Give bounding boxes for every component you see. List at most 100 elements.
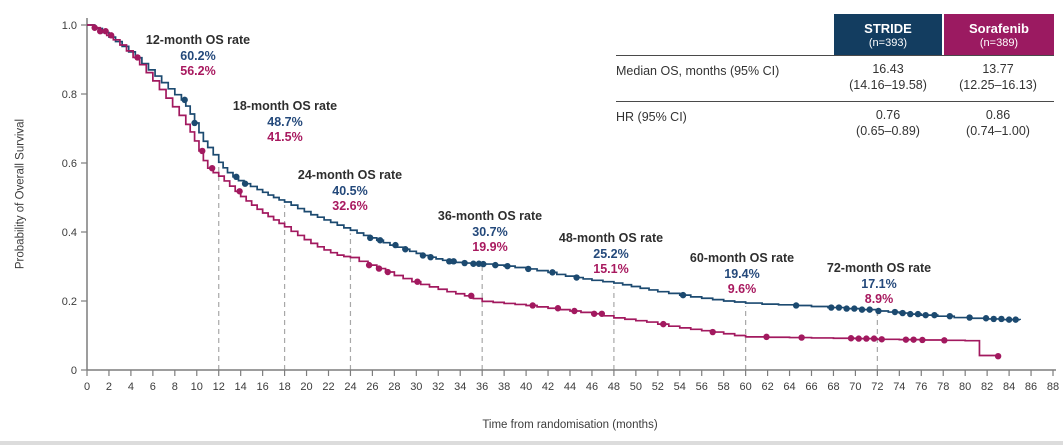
bottom-divider [0, 441, 1063, 445]
censor-mark-sorafenib [847, 335, 855, 342]
x-tick-label: 4 [128, 381, 134, 393]
censor-mark-sorafenib [941, 337, 948, 344]
x-tick-label: 0 [84, 381, 90, 393]
censor-mark-sorafenib [910, 336, 917, 343]
table-header-spacer [616, 14, 834, 55]
table-header-row: STRIDE (n=393) Sorafenib (n=389) [616, 14, 1054, 55]
annotation-sorafenib-value: 56.2% [180, 64, 216, 78]
censor-mark-sorafenib [798, 334, 805, 341]
censor-mark-stride [1005, 316, 1013, 323]
survival-curve-stride [87, 24, 1021, 321]
censor-mark-stride [835, 304, 843, 311]
os-rate-annotation-48m: 48-month OS rate 25.2% 15.1% [559, 231, 663, 278]
x-tick-label: 46 [586, 381, 598, 393]
censor-mark-stride [492, 261, 499, 269]
column-n: (n=393) [868, 37, 908, 49]
annotation-title: 60-month OS rate [689, 251, 795, 265]
censor-mark-sorafenib [414, 278, 421, 285]
annotation-stride-value: 40.5% [332, 183, 368, 198]
x-tick-label: 44 [564, 381, 576, 393]
x-tick-label: 32 [432, 381, 444, 393]
table-header-sorafenib: Sorafenib (n=389) [942, 14, 1054, 55]
censor-mark-stride [181, 96, 188, 104]
censor-mark-sorafenib [468, 292, 475, 300]
annotation-sorafenib-value: 32.6% [332, 199, 368, 213]
annotation-stride-value: 19.4% [724, 266, 760, 281]
censor-mark-sorafenib [902, 336, 910, 343]
annotation-sorafenib-value: 41.5% [267, 130, 303, 144]
x-tick-label: 64 [783, 381, 795, 393]
annotation-sorafenib-value: 19.9% [472, 240, 508, 254]
censor-mark-stride [450, 258, 457, 265]
x-tick-label: 18 [278, 381, 290, 393]
x-tick-label: 58 [718, 381, 730, 393]
censor-mark-sorafenib [91, 24, 98, 31]
os-rate-annotation-24m: 24-month OS rate 40.5% 32.6% [298, 168, 402, 215]
x-tick-label: 8 [172, 381, 178, 393]
x-tick-label: 62 [761, 381, 773, 393]
survival-curve-sorafenib [87, 24, 999, 357]
annotation-title: 72-month OS rate [826, 261, 932, 275]
censor-mark-stride [419, 252, 427, 259]
censor-mark-stride [990, 315, 997, 323]
x-tick-label: 42 [542, 381, 554, 393]
censor-mark-stride [792, 302, 800, 309]
censor-mark-stride [899, 309, 906, 317]
x-tick-label: 88 [1047, 381, 1059, 393]
censor-mark-stride [233, 173, 240, 180]
x-tick-label: 60 [740, 381, 752, 393]
annotation-title: 24-month OS rate [297, 168, 403, 182]
x-tick-label: 14 [235, 381, 247, 393]
y-tick-label: 0.2 [62, 296, 77, 308]
os-rate-annotation-18m: 18-month OS rate 48.7% 41.5% [233, 99, 337, 146]
censor-mark-stride [367, 234, 374, 242]
censor-mark-stride [402, 246, 409, 253]
annotation-stride-value: 60.2% [180, 48, 216, 63]
x-tick-label: 16 [257, 381, 269, 393]
row-label: HR (95% CI) [616, 110, 687, 124]
annotation-stride-value: 17.1% [861, 276, 897, 291]
censor-mark-stride [241, 180, 249, 187]
table-row-hr: HR (95% CI) 0.76 (0.65–0.89) 0.86 (0.74–… [616, 101, 1054, 147]
table-header-stride: STRIDE (n=393) [834, 14, 942, 55]
censor-mark-stride [549, 269, 556, 276]
censor-mark-sorafenib [571, 307, 578, 315]
censor-mark-stride [998, 315, 1005, 323]
censor-mark-stride [891, 308, 899, 316]
os-rate-annotation-36m: 36-month OS rate 30.7% 19.9% [438, 209, 542, 256]
censor-mark-stride [843, 305, 850, 312]
censor-mark-sorafenib [763, 333, 770, 341]
x-tick-label: 30 [410, 381, 422, 393]
censor-mark-sorafenib [107, 32, 115, 39]
censor-mark-stride [679, 291, 687, 299]
censor-mark-stride [392, 241, 399, 249]
censor-mark-sorafenib [994, 353, 1002, 360]
censor-mark-stride [858, 306, 866, 313]
os-rate-annotation-72m: 72-month OS rate 17.1% 8.9% [827, 261, 931, 308]
y-tick-label: 0 [71, 365, 77, 377]
annotation-sorafenib-value: 9.6% [727, 282, 757, 296]
censor-mark-sorafenib [208, 164, 216, 172]
x-tick-label: 20 [300, 381, 312, 393]
x-tick-label: 10 [191, 381, 203, 393]
results-table: STRIDE (n=393) Sorafenib (n=389) Median … [616, 14, 1054, 147]
censor-mark-sorafenib [660, 320, 667, 328]
x-tick-label: 56 [696, 381, 708, 393]
censor-mark-stride [191, 119, 198, 127]
x-tick-label: 78 [937, 381, 949, 393]
x-tick-label: 82 [981, 381, 993, 393]
censor-mark-sorafenib [96, 28, 104, 35]
censor-mark-stride [470, 260, 477, 267]
x-tick-label: 50 [630, 381, 642, 393]
annotation-stride-value: 48.7% [267, 114, 303, 129]
censor-mark-sorafenib [236, 188, 243, 195]
x-tick-label: 2 [106, 381, 112, 393]
hr-stride: 0.76 (0.65–0.89) [856, 108, 920, 138]
row-label: Median OS, months (95% CI) [616, 64, 780, 78]
censor-mark-stride [914, 310, 922, 318]
annotation-stride-value: 30.7% [472, 224, 508, 239]
censor-mark-stride [1012, 316, 1019, 323]
y-tick-label: 1.0 [62, 20, 77, 32]
